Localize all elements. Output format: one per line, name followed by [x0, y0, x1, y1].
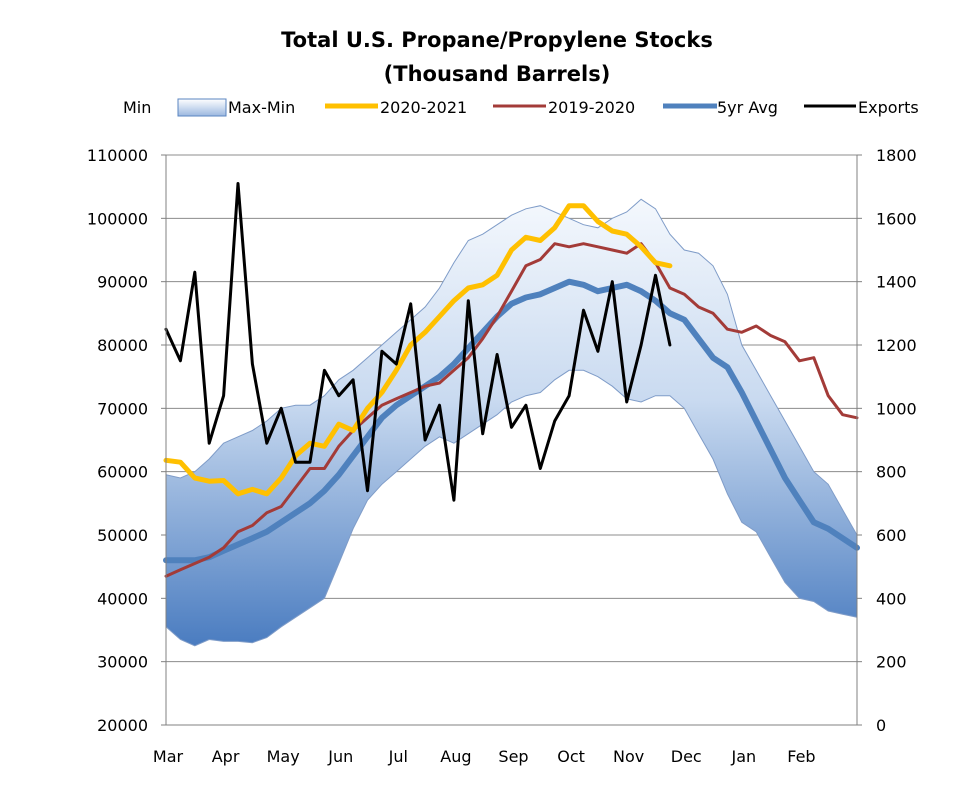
legend-label-max-min: Max-Min	[228, 98, 295, 117]
y-tick-label-left-3: 50000	[97, 526, 148, 545]
y-tick-label-left-7: 90000	[97, 273, 148, 292]
legend-swatch-max-min	[177, 98, 227, 117]
x-tick-label-dec: Dec	[671, 747, 702, 766]
legend-label-2019-2020: 2019-2020	[548, 98, 635, 117]
axes	[161, 154, 862, 726]
y-tick-label-right-9: 1800	[876, 146, 917, 165]
series-2019-2020-line	[164, 242, 859, 578]
tick-labels: 20000 30000 40000 50000 60000 70000 80000 90000…	[87, 146, 917, 766]
y-tick-label-left-4: 60000	[97, 463, 148, 482]
x-tick-label-nov: Nov	[613, 747, 644, 766]
y-tick-label-right-3: 600	[876, 526, 907, 545]
x-tick-label-may: May	[267, 747, 300, 766]
x-tick-label-aug: Aug	[440, 747, 471, 766]
series-2020-2021-line	[163, 203, 673, 497]
y-tick-label-left-9: 110000	[87, 146, 148, 165]
x-tick-label-mar: Mar	[153, 747, 184, 766]
y-tick-label-right-8: 1600	[876, 209, 917, 228]
y-tick-label-right-1: 200	[876, 653, 907, 672]
y-tick-label-left-1: 30000	[97, 653, 148, 672]
x-tick-label-jun: Jun	[327, 747, 353, 766]
series-5yr-avg-line	[163, 278, 860, 564]
y-tick-label-right-6: 1200	[876, 336, 917, 355]
legend-label-5yr-avg: 5yr Avg	[717, 98, 778, 117]
series-exports-line	[164, 182, 672, 502]
chart-title: Total U.S. Propane/Propylene Stocks	[281, 28, 713, 52]
legend-label-min: Min	[123, 98, 151, 117]
y-tick-label-right-0: 0	[876, 716, 886, 735]
x-tick-label-jul: Jul	[388, 747, 408, 766]
y-tick-label-right-5: 1000	[876, 399, 917, 418]
legend-label-2020-2021: 2020-2021	[380, 98, 467, 117]
legend: Min Max-Min 2020-2021 2019-2020 5yr Avg …	[123, 98, 919, 117]
x-tick-label-feb: Feb	[787, 747, 815, 766]
y-tick-label-left-6: 80000	[97, 336, 148, 355]
x-tick-label-sep: Sep	[498, 747, 528, 766]
y-tick-label-right-4: 800	[876, 463, 907, 482]
x-tick-label-apr: Apr	[212, 747, 240, 766]
chart-subtitle: (Thousand Barrels)	[384, 62, 611, 86]
y-tick-label-right-2: 400	[876, 589, 907, 608]
y-tick-label-left-5: 70000	[97, 399, 148, 418]
y-tick-label-left-2: 40000	[97, 589, 148, 608]
legend-label-exports: Exports	[858, 98, 919, 117]
x-tick-label-jan: Jan	[730, 747, 756, 766]
y-tick-label-left-0: 20000	[97, 716, 148, 735]
x-tick-label-oct: Oct	[557, 747, 585, 766]
series-lines	[163, 182, 860, 578]
y-tick-label-left-8: 100000	[87, 209, 148, 228]
y-tick-label-right-7: 1400	[876, 273, 917, 292]
